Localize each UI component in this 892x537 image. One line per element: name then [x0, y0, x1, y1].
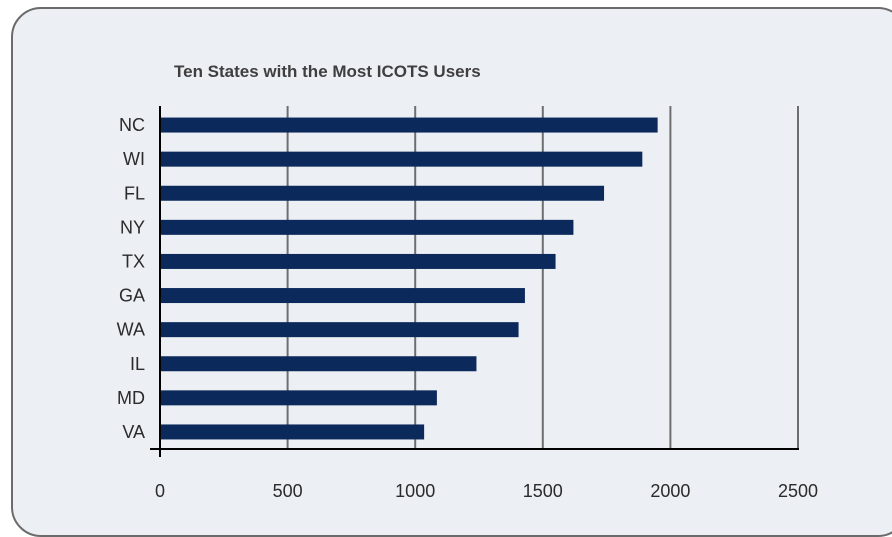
bar-NY: [160, 219, 574, 235]
x-tick-1500: 1500: [523, 481, 563, 501]
y-tick-WA: WA: [117, 320, 145, 340]
bars: [160, 117, 658, 440]
x-tick-2500: 2500: [778, 481, 818, 501]
bar-GA: [160, 288, 525, 304]
x-tick-0: 0: [155, 481, 165, 501]
bar-NC: [160, 117, 658, 133]
bar-MD: [160, 390, 437, 406]
bar-VA: [160, 424, 425, 440]
x-tick-1000: 1000: [395, 481, 435, 501]
y-tick-WI: WI: [123, 149, 145, 169]
y-tick-VA: VA: [122, 422, 145, 442]
y-tick-TX: TX: [122, 251, 145, 271]
bar-WA: [160, 322, 519, 338]
y-tick-GA: GA: [119, 286, 145, 306]
y-tick-IL: IL: [130, 354, 145, 374]
axes: [150, 106, 799, 457]
y-tick-labels: NC WI FL NY TX GA WA IL MD VA: [117, 115, 145, 442]
bar-TX: [160, 253, 556, 269]
bar-WI: [160, 151, 643, 167]
chart-title: Ten States with the Most ICOTS Users: [174, 62, 481, 81]
x-tick-2000: 2000: [650, 481, 690, 501]
bar-IL: [160, 356, 477, 372]
x-tick-labels: 0 500 1000 1500 2000 2500: [155, 481, 818, 501]
bar-FL: [160, 185, 605, 201]
y-tick-FL: FL: [124, 183, 145, 203]
y-tick-NY: NY: [120, 217, 145, 237]
y-tick-MD: MD: [117, 388, 145, 408]
y-tick-NC: NC: [119, 115, 145, 135]
x-tick-500: 500: [273, 481, 303, 501]
